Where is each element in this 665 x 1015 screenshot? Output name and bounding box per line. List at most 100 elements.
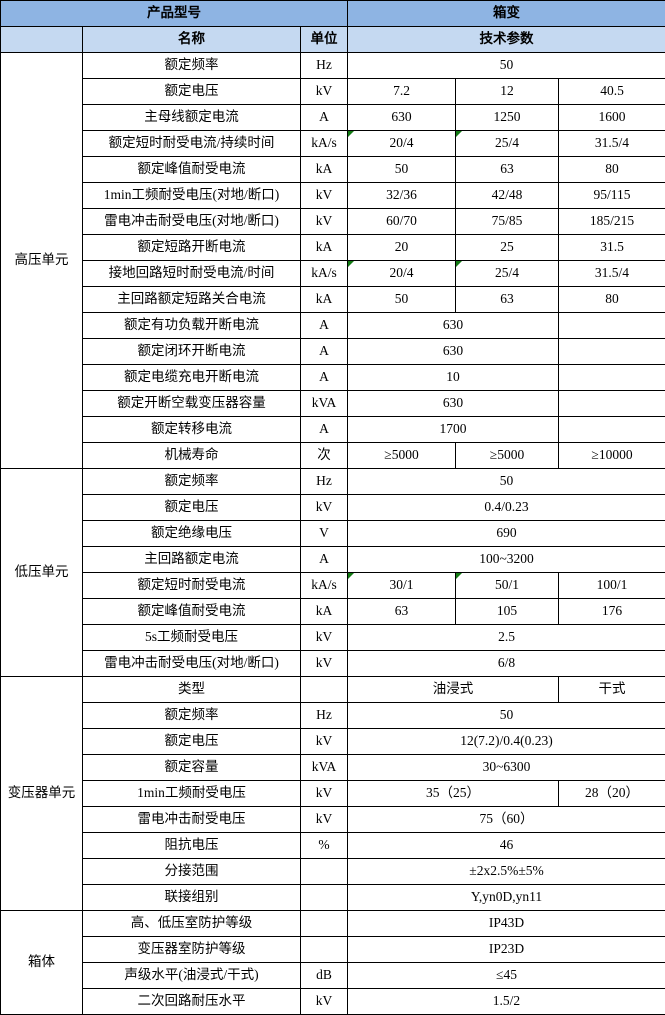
header-col-unit: 单位 [300,26,348,53]
parameter-value: 42/48 [455,182,559,209]
parameter-value-empty [558,416,665,443]
header-row-sub: 名称 单位 技术参数 [0,26,665,53]
table-row: 主母线额定电流 A 630 1250 1600 [1,104,665,131]
table-row: 额定电缆充电开断电流 A 10 [1,364,665,391]
parameter-unit: kV [300,650,348,677]
parameter-name: 额定电压 [82,78,301,105]
parameter-value: 50 [347,702,665,729]
table-row: 变压器室防护等级 IP23D [1,936,665,963]
parameter-value: 30/1 [347,572,456,599]
parameter-value: 20/4 [347,260,456,287]
parameter-name: 额定频率 [82,52,301,79]
table-row: 联接组别 Y,yn0 D,yn11 [1,884,665,911]
parameter-value: 1600 [558,104,665,131]
parameter-value: 0.4/0.23 [347,494,665,521]
parameter-name: 阻抗电压 [82,832,301,859]
parameter-unit: kV [300,208,348,235]
parameter-name: 高、低压室防护等级 [82,910,301,937]
parameter-name: 额定电压 [82,728,301,755]
table-row: 雷电冲击耐受电压 kV 75（60） [1,806,665,833]
parameter-value: ≥5000 [347,442,456,469]
table-row: 主回路额定电流 A 100~3200 [1,546,665,573]
parameter-value: 50 [347,52,665,79]
parameter-name: 额定短时耐受电流/持续时间 [82,130,301,157]
parameter-value: 75/85 [455,208,559,235]
parameter-value: 105 [455,598,559,625]
header-row-top: 产品型号 箱变 [0,0,665,27]
parameter-unit: kV [300,728,348,755]
parameter-unit: kV [300,494,348,521]
parameter-value: 40.5 [558,78,665,105]
table-row: 箱体 高、低压室防护等级 IP43D [0,910,665,1015]
parameter-value: 63 [347,598,456,625]
parameter-value: 185/215 [558,208,665,235]
table-row: 额定峰值耐受电流 kA 50 63 80 [1,156,665,183]
parameter-unit: kA/s [300,260,348,287]
parameter-name: 雷电冲击耐受电压 [82,806,301,833]
table-row: 额定短时耐受电流/持续时间 kA/s 20/4 25/4 31.5/4 [1,130,665,157]
parameter-name: 联接组别 [82,884,301,911]
parameter-value: 630 [347,338,559,365]
parameter-value: 95/115 [558,182,665,209]
section-label: 低压单元 [0,468,83,677]
parameter-name: 额定绝缘电压 [82,520,301,547]
table-row: 额定电压 kV 7.2 12 40.5 [1,78,665,105]
parameter-value: ≤45 [347,962,665,989]
parameter-value: 100~3200 [347,546,665,573]
parameter-name: 额定开断空载变压器容量 [82,390,301,417]
parameter-unit: kA/s [300,572,348,599]
parameter-unit: kA [300,156,348,183]
parameter-unit: kA [300,234,348,261]
table-row: 额定短路开断电流 kA 20 25 31.5 [1,234,665,261]
parameter-name: 主回路额定电流 [82,546,301,573]
parameter-name: 5s工频耐受电压 [82,624,301,651]
table-row: 主回路额定短路关合电流 kA 50 63 80 [1,286,665,313]
parameter-unit: Hz [300,468,348,495]
parameter-value: 油浸式 [347,676,559,703]
parameter-value: 25 [455,234,559,261]
parameter-name: 分接范围 [82,858,301,885]
parameter-unit [300,884,348,911]
parameter-name: 变压器室防护等级 [82,936,301,963]
table-row: 5s工频耐受电压 kV 2.5 [1,624,665,651]
parameter-value: 6 [506,837,514,853]
table-row: 额定峰值耐受电流 kA 63 105 176 [1,598,665,625]
parameter-value: 50 [347,468,665,495]
header-product-name: 箱变 [347,0,665,27]
parameter-unit: kV [300,624,348,651]
parameter-name: 额定转移电流 [82,416,301,443]
parameter-value: 630 [347,390,559,417]
parameter-unit: kA [300,286,348,313]
table-row: 雷电冲击耐受电压(对地/断口) kV 6/8 [1,650,665,677]
parameter-unit: dB [300,962,348,989]
section-label: 变压器单元 [0,676,83,911]
parameter-value: 60/70 [347,208,456,235]
parameter-unit: A [300,312,348,339]
parameter-value: ≥5000 [455,442,559,469]
parameter-value: 63 [455,156,559,183]
table-row: 额定开断空载变压器容量 kVA 630 [1,390,665,417]
parameter-value: 1700 [347,416,559,443]
parameter-name: 额定有功负载开断电流 [82,312,301,339]
parameter-name: 类型 [82,676,301,703]
parameter-unit [300,936,348,963]
parameter-unit: % [300,832,348,859]
parameter-value: ±5% [518,863,544,879]
parameter-value: 75（60） [347,806,665,833]
parameter-name: 额定电压 [82,494,301,521]
table-row: 分接范围 ±2x2.5% ±5% [1,858,665,885]
parameter-value: 4 [499,837,507,853]
parameter-unit [300,676,348,703]
section-label: 高压单元 [0,52,83,469]
parameter-value: 28（20） [558,780,665,807]
parameter-value: 50/1 [455,572,559,599]
parameter-name: 额定电缆充电开断电流 [82,364,301,391]
parameter-unit: kV [300,78,348,105]
parameter-value: 1.5/2 [347,988,665,1015]
header-col-params: 技术参数 [347,26,665,53]
table-row: 变压器单元 类型 油浸式 干式 [0,676,665,911]
parameter-value: 10 [347,364,559,391]
parameter-value: 63 [455,286,559,313]
parameter-value: 80 [558,156,665,183]
